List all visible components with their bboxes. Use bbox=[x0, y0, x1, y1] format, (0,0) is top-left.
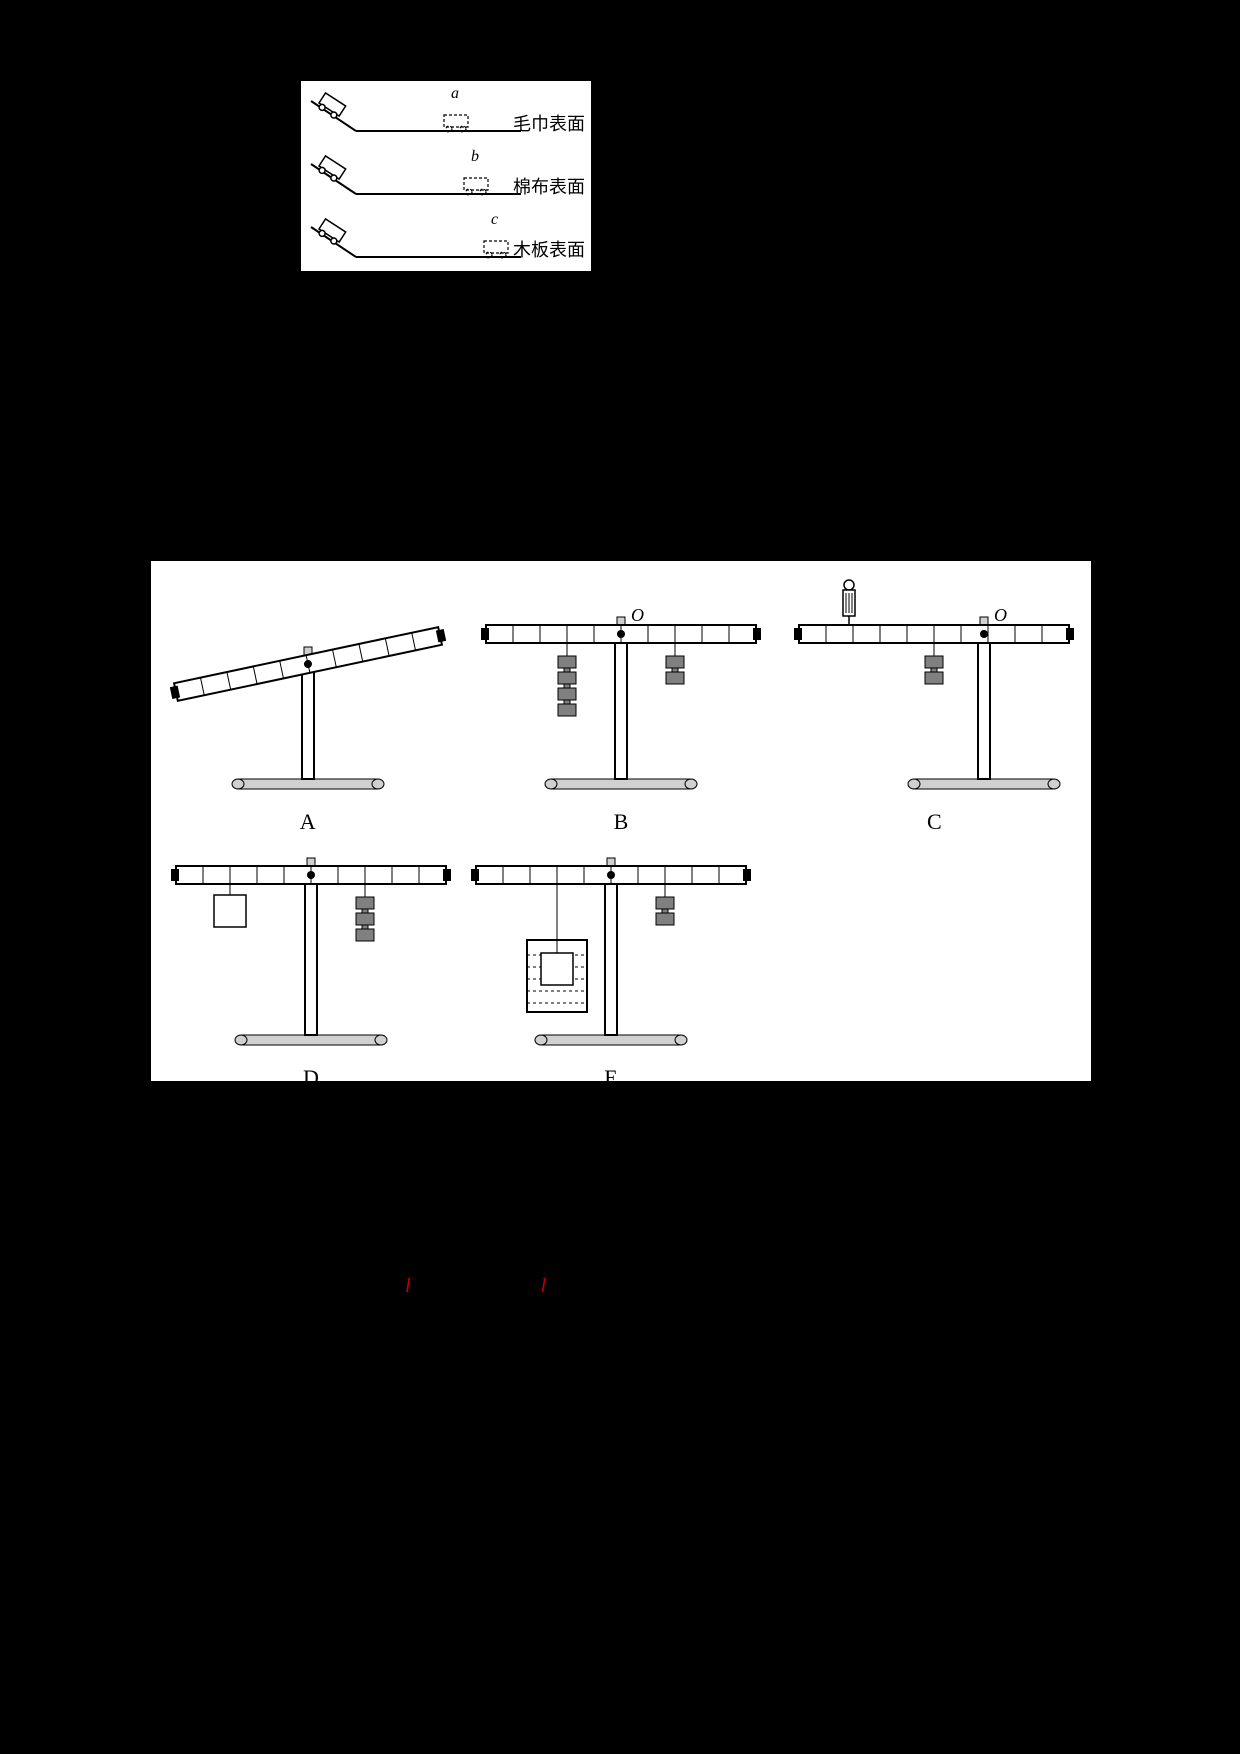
lever-label-a: A bbox=[158, 809, 458, 835]
pos-label-b: b bbox=[471, 148, 479, 166]
lever-label-c: C bbox=[784, 809, 1084, 835]
eq-rhs: l bbox=[541, 1275, 547, 1297]
surface-label-b: 棉布表面 bbox=[513, 173, 585, 199]
lever-d: D bbox=[161, 835, 461, 1091]
surface-label-a: 毛巾表面 bbox=[513, 110, 585, 136]
figure-levers: A bbox=[150, 560, 1092, 1082]
lever-label-b: B bbox=[471, 809, 771, 835]
eq-lhs: l bbox=[405, 1275, 411, 1297]
lever-e: E bbox=[461, 835, 761, 1091]
figure-ramp-surfaces: a 毛巾表面 b 棉布表面 bbox=[300, 80, 592, 272]
lever-label-e: E bbox=[461, 1065, 761, 1091]
lever-a: A bbox=[158, 579, 458, 835]
ramp-scene-b: b 棉布表面 bbox=[301, 144, 591, 207]
pos-label-a: a bbox=[451, 85, 459, 103]
svg-text:O: O bbox=[994, 605, 1007, 625]
lever-c: O C bbox=[784, 579, 1084, 835]
equation-line: l l bbox=[150, 1268, 1090, 1304]
ramp-scene-c: c 木板表面 bbox=[301, 207, 591, 270]
ramp-scene-a: a 毛巾表面 bbox=[301, 81, 591, 144]
surface-label-c: 木板表面 bbox=[513, 236, 585, 262]
lever-b: O B bbox=[471, 579, 771, 835]
pos-label-c: c bbox=[491, 211, 498, 229]
page: a 毛巾表面 b 棉布表面 bbox=[0, 0, 1240, 1754]
svg-text:O: O bbox=[631, 605, 644, 625]
lever-label-d: D bbox=[161, 1065, 461, 1091]
